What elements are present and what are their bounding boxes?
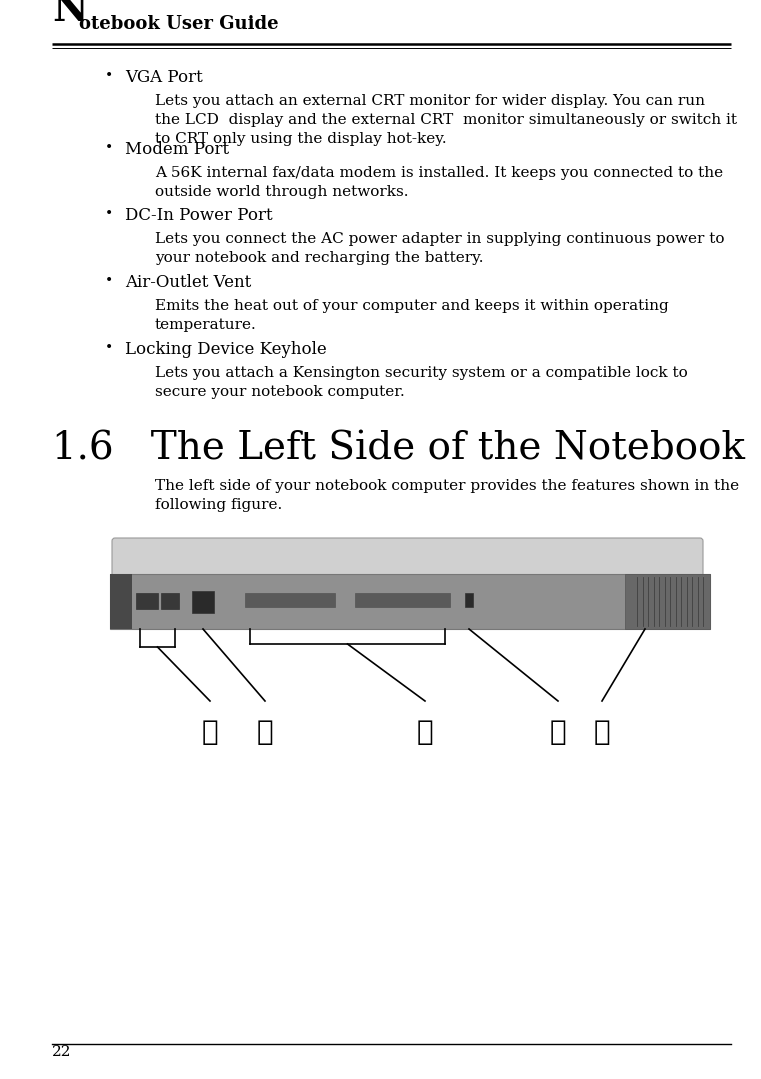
Bar — [245, 592, 335, 606]
Text: ❶: ❶ — [202, 719, 218, 746]
Bar — [110, 574, 710, 629]
Text: •: • — [105, 341, 113, 355]
Text: DC-In Power Port: DC-In Power Port — [125, 207, 272, 224]
Text: •: • — [105, 274, 113, 288]
Bar — [192, 590, 214, 613]
Bar — [161, 592, 179, 609]
Text: 1.6   The Left Side of the Notebook: 1.6 The Left Side of the Notebook — [52, 431, 745, 468]
FancyBboxPatch shape — [112, 538, 703, 577]
Text: VGA Port: VGA Port — [125, 69, 202, 86]
Bar — [110, 574, 132, 629]
Text: •: • — [105, 69, 113, 83]
Text: Lets you connect the AC power adapter in supplying continuous power to
your note: Lets you connect the AC power adapter in… — [155, 232, 724, 265]
Text: •: • — [105, 141, 113, 155]
Text: N: N — [52, 0, 88, 29]
Text: 22: 22 — [52, 1044, 72, 1058]
Text: ❸: ❸ — [417, 719, 433, 746]
Text: ❺: ❺ — [594, 719, 610, 746]
Text: •: • — [105, 207, 113, 221]
Text: ❷: ❷ — [256, 719, 273, 746]
Text: otebook User Guide: otebook User Guide — [79, 15, 279, 33]
Text: Lets you attach a Kensington security system or a compatible lock to
secure your: Lets you attach a Kensington security sy… — [155, 366, 688, 399]
Text: Locking Device Keyhole: Locking Device Keyhole — [125, 341, 326, 358]
Text: A 56K internal fax/data modem is installed. It keeps you connected to the
outsid: A 56K internal fax/data modem is install… — [155, 166, 723, 199]
Bar — [465, 592, 473, 606]
Text: ❹: ❹ — [549, 719, 566, 746]
Text: The left side of your notebook computer provides the features shown in the
follo: The left side of your notebook computer … — [155, 479, 739, 511]
Text: Emits the heat out of your computer and keeps it within operating
temperature.: Emits the heat out of your computer and … — [155, 299, 669, 332]
Text: Lets you attach an external CRT monitor for wider display. You can run
the LCD  : Lets you attach an external CRT monitor … — [155, 94, 737, 146]
Bar — [136, 592, 158, 609]
Bar — [625, 574, 710, 629]
Text: Air-Outlet Vent: Air-Outlet Vent — [125, 274, 251, 291]
Bar — [355, 592, 450, 606]
Text: Modem Port: Modem Port — [125, 141, 229, 158]
